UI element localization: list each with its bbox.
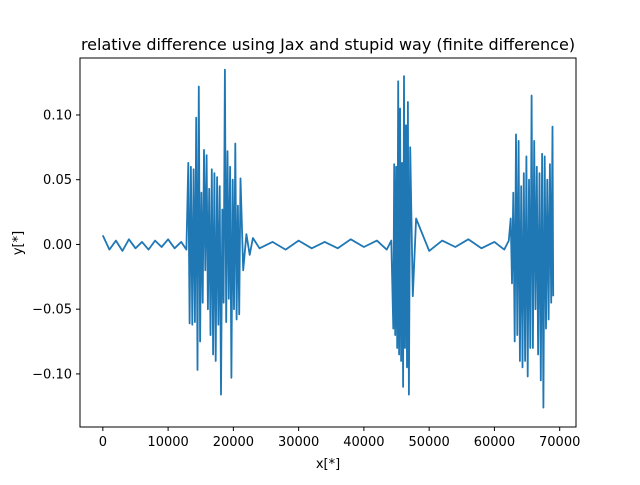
axes-frame xyxy=(79,57,577,428)
x-tick-label: 30000 xyxy=(278,435,319,450)
y-tick-label: 0.10 xyxy=(43,108,72,123)
x-tick-label: 10000 xyxy=(147,435,188,450)
x-axis-label: x[*] xyxy=(316,457,340,472)
x-axis-ticks: 0 10000 20000 30000 40000 50000 60000 70000 xyxy=(99,427,580,450)
y-tick-label: 0.05 xyxy=(43,173,72,188)
chart-title: relative difference using Jax and stupid… xyxy=(81,35,575,54)
x-tick-label: 40000 xyxy=(343,435,384,450)
x-tick-label: 20000 xyxy=(213,435,254,450)
y-tick-label: 0.00 xyxy=(43,238,72,253)
y-tick-label: −0.10 xyxy=(32,367,72,382)
plot-area xyxy=(101,68,555,409)
y-axis-label: y[*] xyxy=(11,231,26,255)
y-tick-label: −0.05 xyxy=(32,303,72,318)
x-tick-label: 0 xyxy=(99,435,107,450)
x-tick-label: 70000 xyxy=(539,435,580,450)
y-axis-ticks: −0.10 −0.05 0.00 0.05 0.10 xyxy=(32,108,80,382)
x-tick-label: 60000 xyxy=(474,435,515,450)
series-line-0 xyxy=(101,68,555,409)
x-tick-label: 50000 xyxy=(408,435,449,450)
